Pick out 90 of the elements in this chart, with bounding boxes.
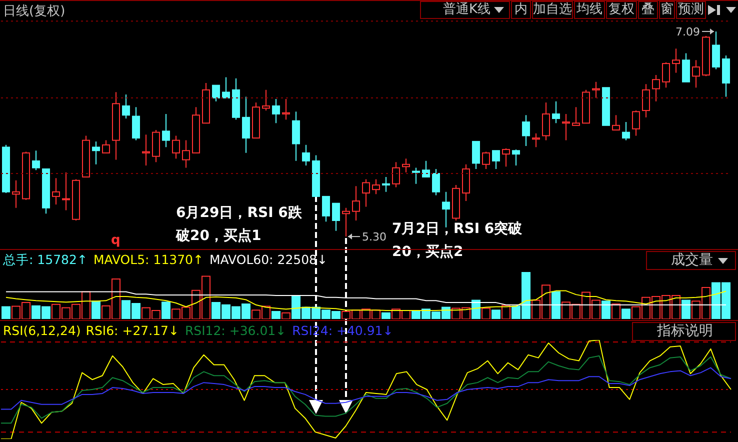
candlestick bbox=[342, 207, 350, 238]
candlestick bbox=[212, 84, 220, 102]
candlestick bbox=[492, 150, 500, 170]
text: MAVOL5: 11370↑ bbox=[93, 252, 204, 267]
bar bbox=[92, 300, 100, 319]
candlestick bbox=[362, 178, 370, 208]
bar bbox=[682, 300, 690, 319]
bar bbox=[492, 310, 500, 319]
candlestick bbox=[272, 98, 280, 124]
candlestick bbox=[12, 180, 20, 208]
candlestick bbox=[652, 74, 660, 102]
annotation: 7.09 bbox=[676, 25, 700, 38]
bar bbox=[552, 291, 560, 319]
candlestick bbox=[632, 110, 640, 136]
candlestick bbox=[682, 52, 690, 82]
candlestick bbox=[382, 176, 390, 192]
candlestick bbox=[52, 178, 60, 205]
candlestick bbox=[432, 168, 440, 196]
candlestick bbox=[262, 89, 270, 112]
text: RSI12: +36.01↓ bbox=[184, 323, 286, 338]
chart-title: 日线(复权) bbox=[3, 3, 66, 20]
candlestick bbox=[292, 111, 300, 162]
candlestick bbox=[572, 106, 580, 126]
candlestick bbox=[62, 172, 70, 211]
text: 普通K线 bbox=[420, 1, 510, 19]
candlestick bbox=[562, 113, 570, 141]
text: RSI6: +27.17↓ bbox=[86, 323, 179, 338]
candlestick bbox=[402, 158, 410, 173]
annotation: 5.30 bbox=[362, 230, 386, 244]
candlestick bbox=[322, 196, 330, 222]
candlestick bbox=[502, 148, 510, 168]
chart-title: RSI(6,12,24) bbox=[3, 323, 81, 338]
candlestick bbox=[162, 113, 170, 148]
bar bbox=[282, 312, 290, 319]
bar bbox=[612, 303, 620, 319]
candlestick bbox=[642, 84, 650, 118]
text: 均线 bbox=[574, 1, 605, 19]
candlestick bbox=[132, 106, 140, 141]
text: 加自选 bbox=[532, 1, 573, 19]
candlestick bbox=[412, 167, 420, 184]
candlestick bbox=[592, 81, 600, 98]
candlestick bbox=[712, 30, 720, 70]
candlestick bbox=[32, 150, 40, 171]
candlestick bbox=[542, 102, 550, 141]
candlestick bbox=[552, 100, 560, 124]
candlestick bbox=[352, 186, 360, 222]
bar bbox=[162, 302, 170, 319]
candlestick bbox=[222, 76, 230, 98]
candlestick bbox=[392, 162, 400, 188]
annotation: q bbox=[111, 233, 120, 248]
text: 窗 bbox=[659, 1, 675, 19]
text: 内 bbox=[511, 1, 531, 19]
candlestick bbox=[302, 144, 310, 166]
candlestick bbox=[182, 140, 190, 168]
text: 指标说明 bbox=[632, 322, 736, 341]
candlestick bbox=[672, 48, 680, 74]
candlestick bbox=[522, 114, 530, 147]
bar bbox=[382, 312, 390, 319]
candlestick bbox=[122, 94, 130, 120]
candlestick bbox=[92, 140, 100, 165]
candlestick bbox=[102, 140, 110, 154]
candlestick bbox=[242, 96, 250, 154]
bar bbox=[602, 300, 610, 319]
bar bbox=[2, 306, 10, 319]
candlestick bbox=[472, 140, 480, 170]
candlestick bbox=[332, 202, 340, 232]
candlestick bbox=[512, 148, 520, 166]
text: 成交量 bbox=[646, 251, 736, 270]
bar bbox=[622, 308, 630, 319]
annotation: 6月29日，RSI 6跌破20，买点1 bbox=[176, 204, 303, 246]
candlestick bbox=[482, 151, 490, 170]
candlestick bbox=[532, 132, 540, 148]
candlestick bbox=[282, 98, 290, 120]
bar bbox=[502, 304, 510, 319]
text: 叠 bbox=[638, 1, 658, 19]
text: 复权 bbox=[606, 1, 637, 19]
candlestick bbox=[422, 160, 430, 178]
text: MAVOL60: 22508↓ bbox=[209, 252, 328, 267]
candlestick bbox=[142, 134, 150, 166]
candlestick bbox=[372, 178, 380, 195]
candlestick bbox=[622, 121, 630, 141]
candlestick bbox=[662, 62, 670, 88]
text: 预测 bbox=[676, 1, 706, 19]
bar bbox=[482, 308, 490, 319]
candlestick bbox=[442, 191, 450, 228]
bar bbox=[272, 310, 280, 319]
candlestick bbox=[692, 60, 700, 88]
candlestick bbox=[612, 114, 620, 130]
text: 总手: 15782↑ bbox=[3, 252, 88, 267]
candlestick bbox=[172, 135, 180, 160]
